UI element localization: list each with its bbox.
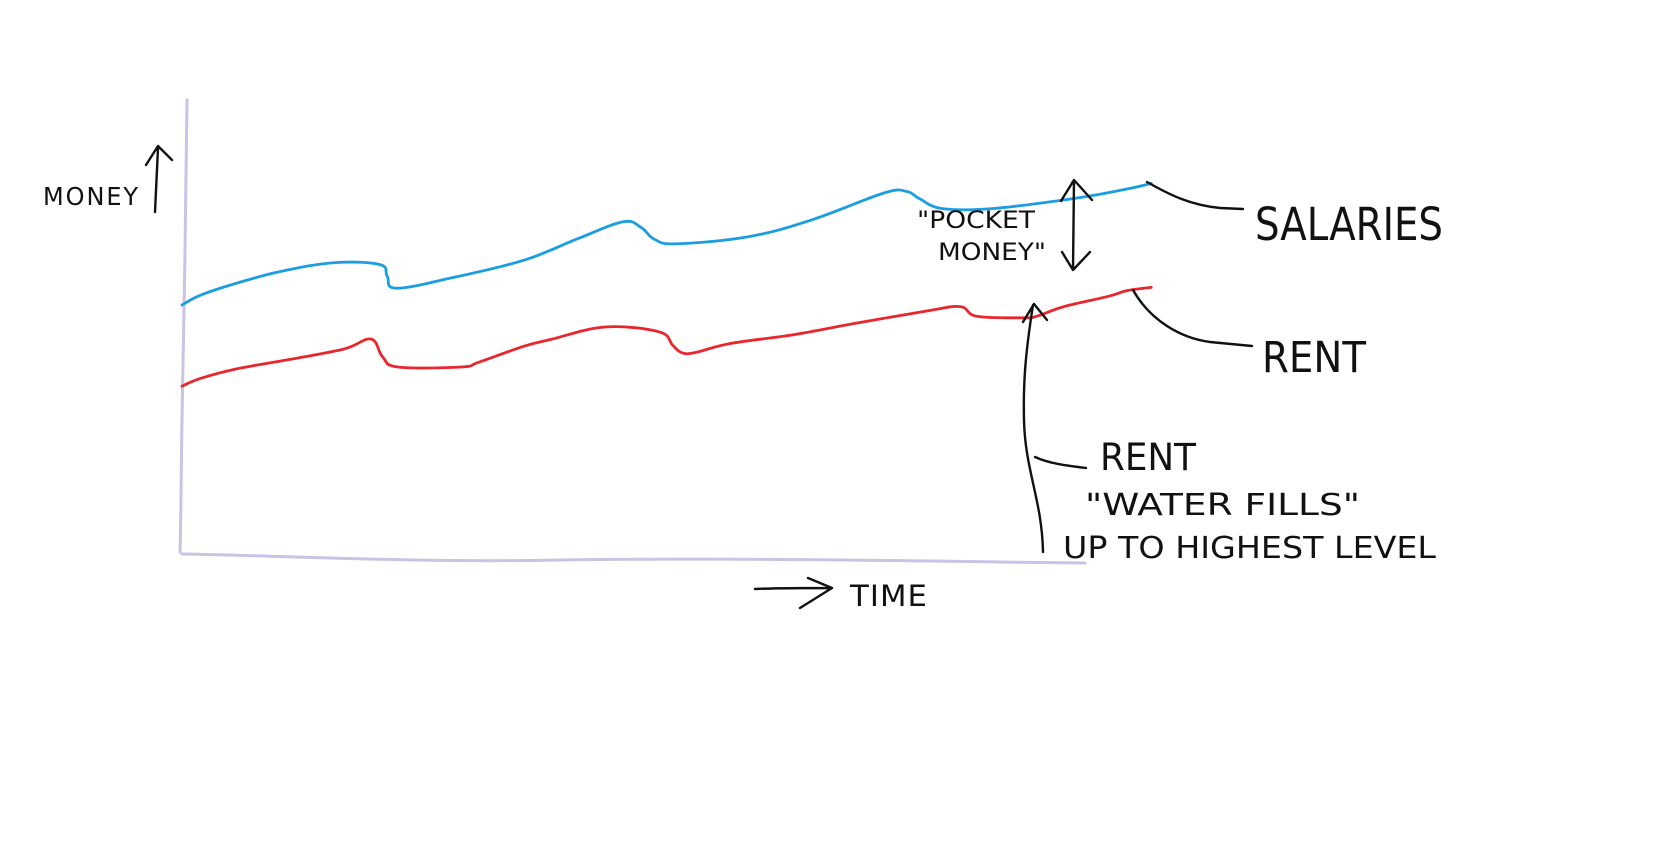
salaries-leader-line bbox=[1145, 180, 1245, 211]
rent-label: RENT bbox=[1262, 333, 1367, 383]
x-axis-line bbox=[180, 552, 1087, 565]
y-axis-line bbox=[178, 98, 189, 554]
series-line-salaries bbox=[180, 182, 1153, 307]
salaries-label: SALARIES bbox=[1255, 198, 1443, 251]
series-layer bbox=[180, 182, 1153, 388]
rent-note-leader-line bbox=[1033, 455, 1088, 470]
pocket-money-line-1: "POCKET bbox=[917, 206, 1035, 234]
y-axis-arrow-icon bbox=[144, 144, 174, 214]
rent-leader-line bbox=[1131, 288, 1254, 348]
rent-note-title: RENT bbox=[1100, 436, 1196, 479]
x-axis-arrow-icon bbox=[753, 576, 834, 610]
rent-note-line-2: "WATER FILLS" bbox=[1085, 488, 1360, 523]
rent-note-arrow-icon bbox=[1021, 302, 1049, 554]
x-axis-label: TIME bbox=[849, 579, 928, 613]
pocket-money-line-2: MONEY" bbox=[938, 238, 1046, 266]
pocket-money-double-arrow-icon bbox=[1059, 178, 1094, 272]
rent-note-line-3: UP TO HIGHEST LEVEL bbox=[1063, 531, 1436, 566]
y-axis-label: MONEY bbox=[43, 182, 140, 211]
series-line-rent bbox=[180, 286, 1153, 388]
